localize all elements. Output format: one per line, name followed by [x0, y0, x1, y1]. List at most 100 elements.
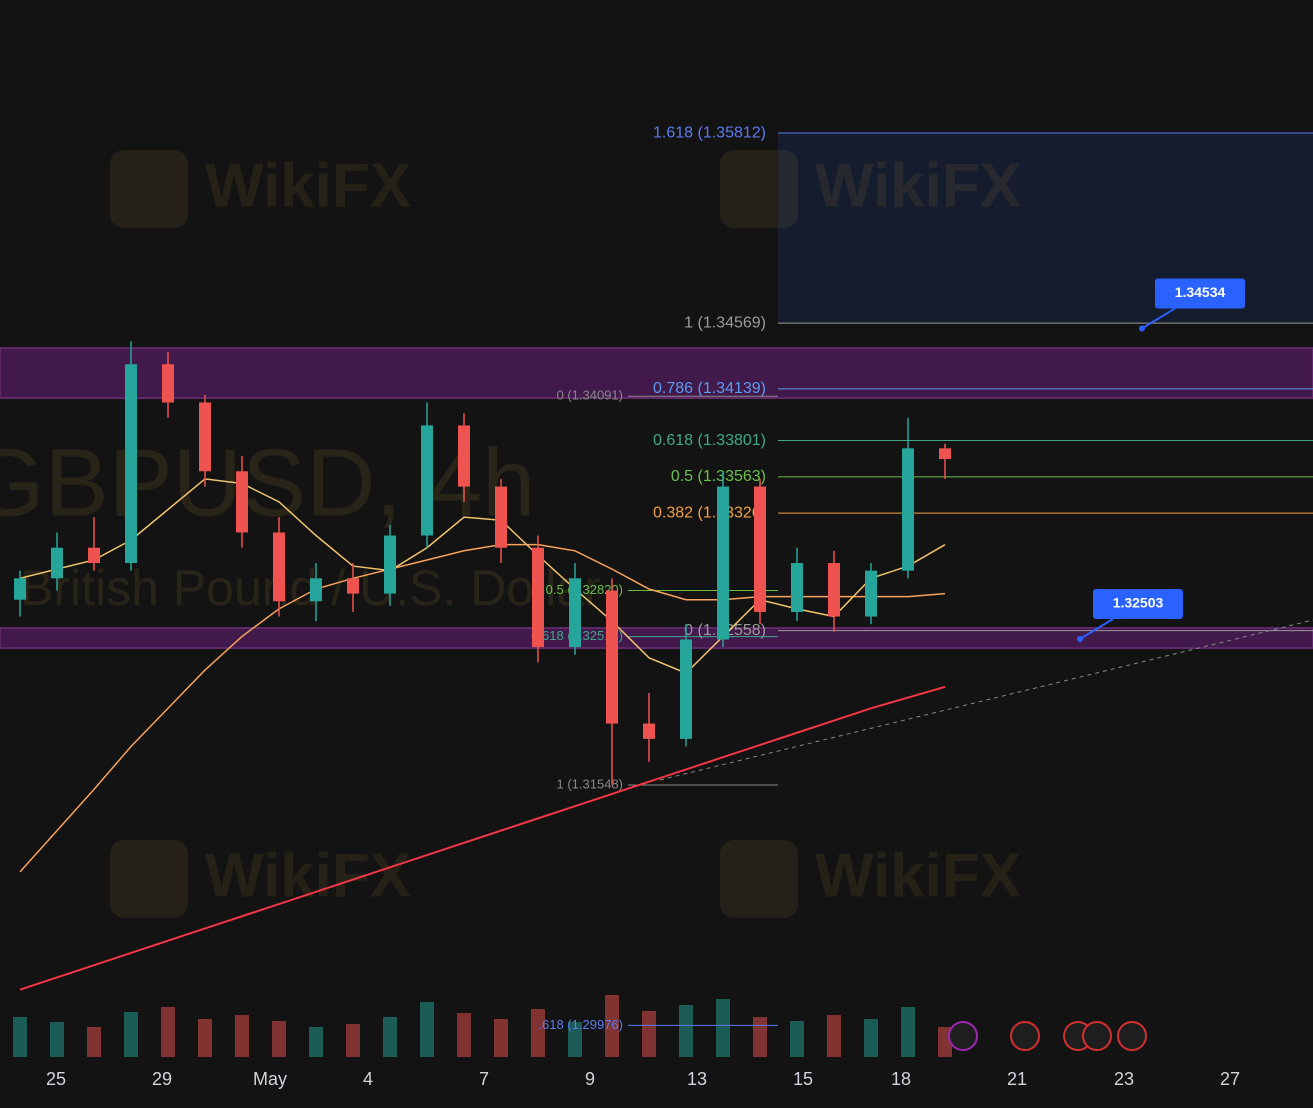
volume-bar: [790, 1021, 804, 1057]
volume-bar: [531, 1009, 545, 1057]
volume-bar: [235, 1015, 249, 1057]
volume-bar: [346, 1024, 360, 1057]
candle-body: [199, 402, 211, 472]
candle-body: [902, 448, 914, 571]
x-tick-label: 13: [687, 1069, 707, 1089]
volume-bar: [457, 1013, 471, 1057]
volume-bar: [309, 1027, 323, 1057]
moving-average: [19, 478, 946, 675]
x-tick-label: 25: [46, 1069, 66, 1089]
candle-body: [791, 563, 803, 612]
candle-body: [51, 547, 63, 579]
watermark-text: WikiFX: [205, 841, 411, 910]
moving-average: [19, 685, 946, 991]
fib-label: 0.5 (1.33563): [671, 468, 766, 485]
volume-bar: [13, 1017, 27, 1057]
volume-bar: [716, 999, 730, 1057]
candle-body: [865, 570, 877, 617]
candle-body: [347, 578, 359, 594]
candle-body: [717, 486, 729, 640]
watermark-text: WikiFX: [815, 841, 1021, 910]
callout-label: 1.32503: [1113, 595, 1164, 611]
x-tick-label: 18: [891, 1069, 911, 1089]
trend-line: [659, 619, 1313, 781]
watermark-text: WikiFX: [205, 151, 411, 220]
candle-body: [643, 723, 655, 739]
volume-bar: [827, 1015, 841, 1057]
x-tick-label: 4: [363, 1069, 373, 1089]
x-tick-label: May: [253, 1069, 287, 1089]
volume-bar: [272, 1021, 286, 1057]
x-axis: [0, 1060, 1313, 1108]
candle-body: [495, 486, 507, 548]
candle-body: [310, 578, 322, 602]
volume-bar: [383, 1017, 397, 1057]
fib-label: 1.618 (1.35812): [653, 124, 766, 141]
candle-body: [680, 639, 692, 739]
x-tick-label: 15: [793, 1069, 813, 1089]
moving-average: [19, 543, 946, 873]
x-tick-label: 23: [1114, 1069, 1134, 1089]
volume-bar: [87, 1027, 101, 1057]
candle-body: [421, 425, 433, 536]
callout-label: 1.34534: [1175, 284, 1226, 300]
fib-label: 0.5 (1.32820): [546, 582, 623, 597]
volume-bar: [198, 1019, 212, 1057]
x-tick-label: 29: [152, 1069, 172, 1089]
candle-body: [273, 532, 285, 602]
volume-bar: [605, 995, 619, 1057]
zone: [0, 347, 1313, 400]
x-tick-label: 7: [479, 1069, 489, 1089]
fib-label: 0.382 (1.33326): [653, 504, 766, 521]
volume-bar: [494, 1019, 508, 1057]
event-icon: [948, 1021, 978, 1051]
volume-bar: [161, 1007, 175, 1057]
watermark-logo: [720, 840, 798, 918]
zone: [0, 627, 1313, 650]
callout-pointer: [1079, 618, 1114, 640]
candle-body: [88, 547, 100, 564]
candle-body: [606, 590, 618, 724]
candle-body: [162, 364, 174, 403]
volume-bar: [124, 1012, 138, 1057]
candle-body: [14, 578, 26, 600]
volume-bar: [901, 1007, 915, 1057]
volume-bar: [679, 1005, 693, 1057]
watermark-logo: [110, 840, 188, 918]
volume-bar: [568, 1022, 582, 1057]
callout-anchor: [1139, 325, 1145, 332]
event-icon: [1117, 1021, 1147, 1051]
candle-body: [384, 535, 396, 594]
watermark-logo: [720, 150, 798, 228]
candle-body: [569, 578, 581, 648]
event-icon: [1010, 1021, 1040, 1051]
watermark-logo: [110, 150, 188, 228]
candle-body: [532, 547, 544, 648]
event-icon: [1082, 1021, 1112, 1051]
candle-body: [754, 486, 766, 612]
callout-box: [1093, 589, 1183, 620]
callout-box: [1155, 278, 1245, 309]
candle-body: [236, 471, 248, 533]
x-tick-label: 9: [585, 1069, 595, 1089]
volume-bar: [642, 1011, 656, 1057]
volume-bar: [753, 1017, 767, 1057]
callout-anchor: [1077, 636, 1083, 643]
x-tick-label: 27: [1220, 1069, 1240, 1089]
volume-bar: [420, 1002, 434, 1057]
fib-label: .618 (1.29976): [538, 1017, 623, 1032]
volume-bar: [50, 1022, 64, 1057]
fib-label: 1 (1.34569): [684, 314, 766, 331]
fib-label: 0.786 (1.34139): [653, 380, 766, 397]
watermark-text: WikiFX: [815, 151, 1021, 220]
callout-pointer: [1141, 307, 1176, 330]
candle-body: [458, 425, 470, 487]
candle-body: [939, 448, 951, 460]
candle-body: [828, 563, 840, 617]
symbol-watermark: GBPUSD, 4h: [0, 429, 536, 536]
volume-bar: [864, 1019, 878, 1057]
fib-label: 0.618 (1.33801): [653, 432, 766, 449]
candle-body: [125, 364, 137, 564]
fib-label: 1 (1.31548): [557, 776, 624, 791]
